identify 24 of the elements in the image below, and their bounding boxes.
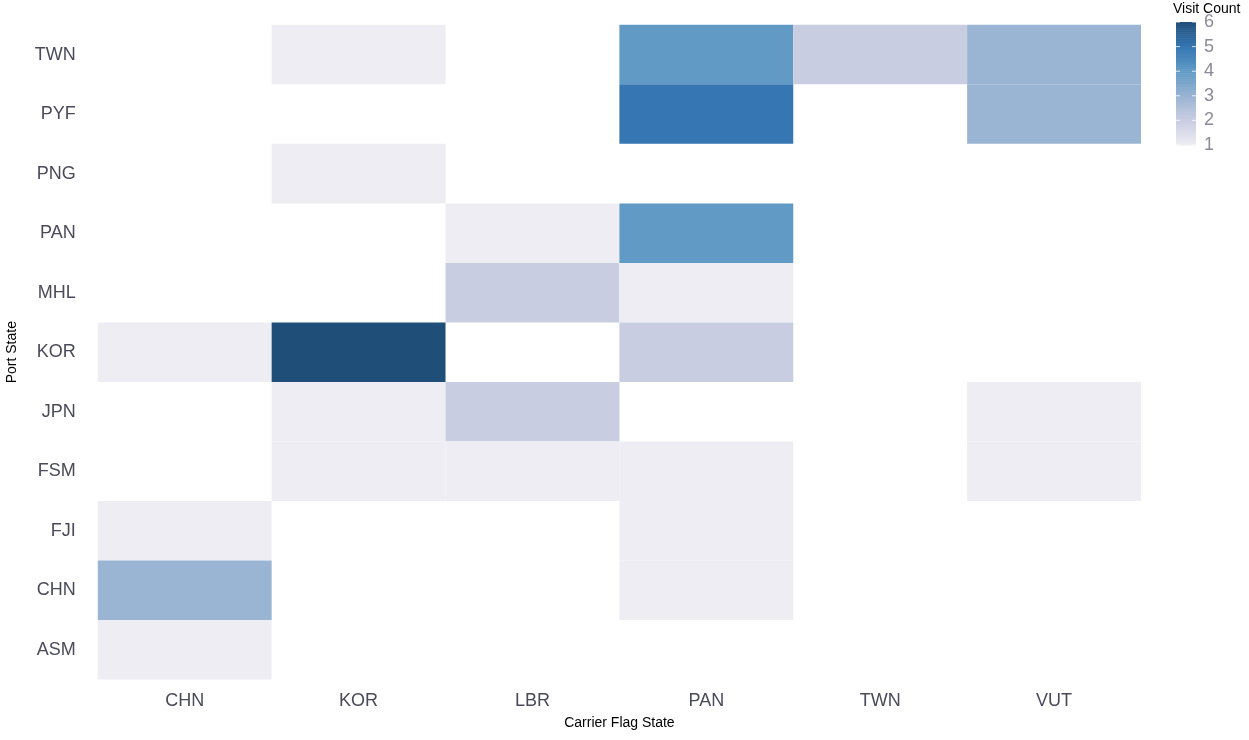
y-tick-label: PYF [40,103,76,124]
y-tick-label: CHN [36,579,76,600]
y-tick-label: FSM [37,460,76,481]
color-bar-label: 2 [1204,109,1215,130]
x-tick-label: PAN [688,690,725,711]
x-axis-title: Carrier Flag State [564,714,675,731]
y-tick-label: FJI [50,519,76,540]
y-tick-label: PNG [36,162,76,183]
y-tick-label: KOR [36,341,76,362]
y-tick-label: TWN [34,43,76,64]
y-tick-label: JPN [41,400,76,421]
x-tick-label: VUT [1036,690,1073,711]
x-tick-label: KOR [339,690,379,711]
color-bar-label: 1 [1204,133,1215,154]
y-axis-title: Port State [3,320,20,384]
x-tick-label: CHN [165,690,205,711]
color-bar-label: 5 [1204,35,1215,56]
color-bar-label: 3 [1204,84,1215,105]
x-tick-label: LBR [514,690,550,711]
y-tick-label: ASM [36,638,76,659]
color-bar-label: 4 [1204,60,1215,81]
y-tick-label: MHL [37,281,76,302]
y-tick-label: PAN [40,222,76,243]
x-tick-label: TWN [859,690,901,711]
